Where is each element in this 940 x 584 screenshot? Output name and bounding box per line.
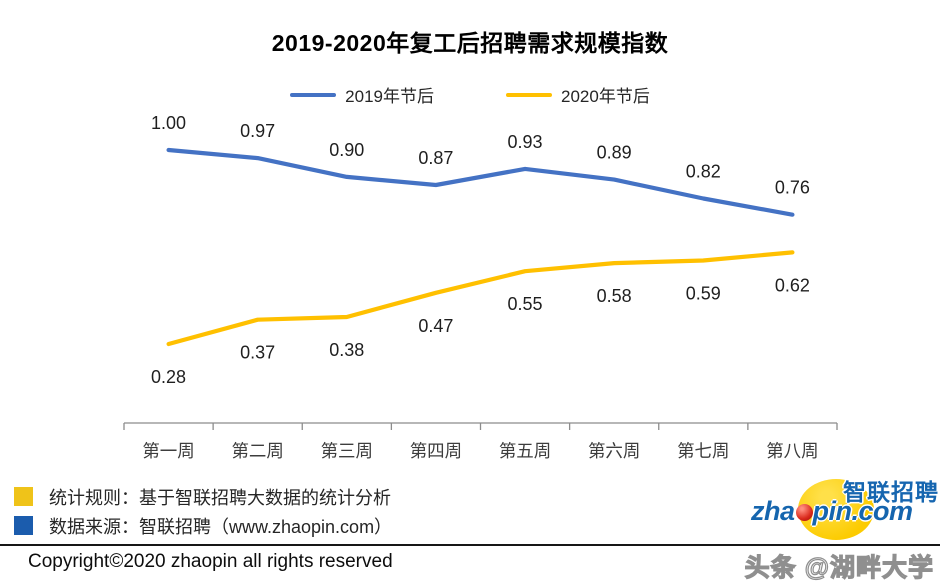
- red-ball-o-icon: [795, 504, 813, 521]
- data-label: 0.82: [686, 161, 721, 181]
- legend-label-2019: 2019年节后: [345, 87, 434, 106]
- copyright-text: Copyright©2020 zhaopin all rights reserv…: [28, 551, 393, 572]
- data-label: 0.89: [597, 143, 632, 163]
- data-label: 0.55: [508, 294, 543, 314]
- series-line-1: [166, 250, 795, 347]
- logo-cn-text: 智联招聘: [843, 479, 939, 505]
- zhaopin-logo: 智联招聘 zha pin.com: [746, 472, 940, 542]
- data-label: 0.28: [151, 367, 186, 387]
- legend-label-2020: 2020年节后: [561, 87, 650, 106]
- yellow-square-icon: [14, 487, 33, 506]
- data-label: 0.58: [597, 286, 632, 306]
- x-axis-label: 第二周: [231, 441, 284, 461]
- data-label: 0.90: [329, 140, 364, 160]
- footnote-row-source: 数据来源：智联招聘（www.zhaopin.com）: [14, 511, 392, 540]
- x-axis-label: 第四周: [410, 441, 463, 461]
- x-axis-label: 第一周: [142, 441, 195, 461]
- x-axis-label: 第八周: [766, 441, 819, 461]
- data-label: 0.37: [240, 343, 275, 363]
- series-line-0: [166, 147, 795, 217]
- logo-en-text: zha pin.com: [751, 496, 913, 527]
- data-label: 0.38: [329, 340, 364, 360]
- x-axis-label: 第五周: [499, 441, 552, 461]
- x-axis-label: 第六周: [588, 441, 641, 461]
- footnote-text-rule: 统计规则：基于智联招聘大数据的统计分析: [49, 487, 391, 508]
- logo-en-post: pin.com: [812, 496, 914, 526]
- footnotes: 统计规则：基于智联招聘大数据的统计分析 数据来源：智联招聘（www.zhaopi…: [14, 482, 392, 540]
- data-label: 0.47: [418, 316, 453, 336]
- watermark-text: 头条 @湖畔大学: [744, 553, 934, 582]
- legend-item-2020: 2020年节后: [506, 82, 650, 107]
- footnote-text-source: 数据来源：智联招聘（www.zhaopin.com）: [49, 516, 393, 537]
- logo-en-pre: zha: [751, 496, 795, 526]
- legend-line-swatch-2020: [506, 92, 552, 97]
- legend-item-2019: 2019年节后: [290, 82, 434, 107]
- chart-title: 2019-2020年复工后招聘需求规模指数: [271, 30, 669, 56]
- data-label: 0.59: [686, 283, 721, 303]
- data-label: 0.97: [240, 121, 275, 141]
- x-axis-label: 第七周: [677, 441, 730, 461]
- chart-legend: 2019年节后 2020年节后: [0, 82, 940, 107]
- legend-line-swatch-2019: [290, 92, 337, 97]
- data-label: 0.87: [418, 148, 453, 168]
- data-label: 0.76: [775, 178, 810, 198]
- line-chart-plot: 第一周 第二周 第三周 第四周 第五周 第六周 第七周 第八周 1.00 0.97 0.90 0.87…: [123, 113, 838, 461]
- blue-square-icon: [14, 516, 33, 535]
- data-label: 1.00: [151, 113, 186, 133]
- data-label: 0.62: [775, 275, 810, 295]
- data-label: 0.93: [508, 132, 543, 152]
- x-axis-label: 第三周: [321, 441, 374, 461]
- footer-divider: [0, 544, 940, 546]
- footnote-row-rule: 统计规则：基于智联招聘大数据的统计分析: [14, 482, 392, 511]
